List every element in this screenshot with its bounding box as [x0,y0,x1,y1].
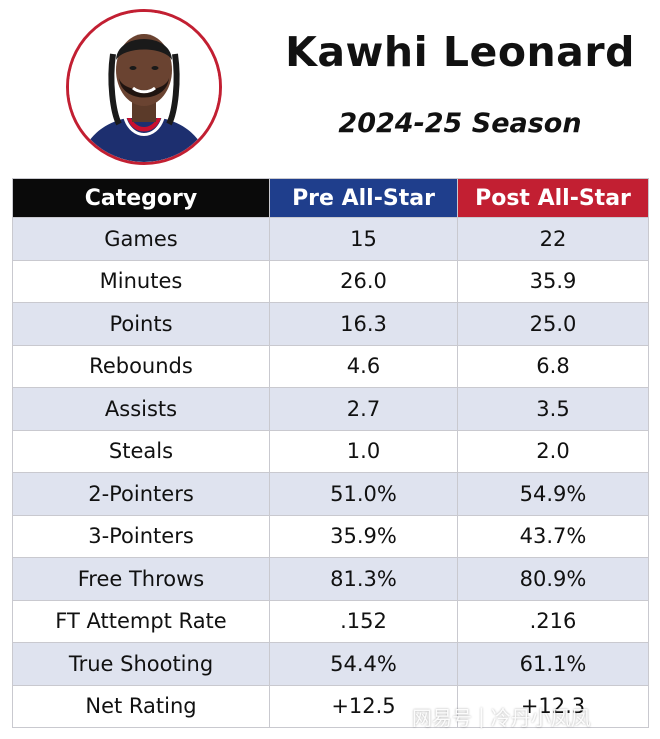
category-cell: Net Rating [12,684,270,728]
pre-value-cell: +12.5 [269,684,458,728]
pre-value-cell: 26.0 [269,259,458,303]
table-row: Minutes 26.0 35.9 [12,259,649,303]
table-row: Steals 1.0 2.0 [12,429,649,473]
pre-value-cell: 51.0% [269,472,458,516]
pre-value-cell: 81.3% [269,557,458,601]
category-cell: 2-Pointers [12,472,270,516]
header-post-all-star: Post All-Star [457,178,649,218]
table-row: Net Rating +12.5 +12.3 [12,684,649,728]
header-pre-all-star: Pre All-Star [269,178,458,218]
table-row: 2-Pointers 51.0% 54.9% [12,472,649,516]
table-row: 3-Pointers 35.9% 43.7% [12,514,649,558]
category-cell: True Shooting [12,642,270,686]
category-cell: FT Attempt Rate [12,599,270,643]
table-row: Free Throws 81.3% 80.9% [12,557,649,601]
table-row: True Shooting 54.4% 61.1% [12,642,649,686]
post-value-cell: 6.8 [457,344,649,388]
table-row: Points 16.3 25.0 [12,302,649,346]
pre-value-cell: 54.4% [269,642,458,686]
table-header-row: Category Pre All-Star Post All-Star [12,178,649,218]
category-cell: Points [12,302,270,346]
pre-value-cell: 16.3 [269,302,458,346]
category-cell: Minutes [12,259,270,303]
watermark-author: 冷丹小凤凤 [490,705,591,730]
player-avatar [66,9,222,165]
post-value-cell: 22 [457,217,649,261]
post-value-cell: 54.9% [457,472,649,516]
table-row: FT Attempt Rate .152 .216 [12,599,649,643]
post-value-cell: 80.9% [457,557,649,601]
header-category: Category [12,178,270,218]
season-label: 2024-25 Season [338,108,582,139]
watermark: 网易号 | 冷丹小凤凤 [412,700,652,732]
pre-value-cell: 35.9% [269,514,458,558]
pre-value-cell: 4.6 [269,344,458,388]
post-value-cell: +12.3 [457,684,649,728]
player-name: Kawhi Leonard [285,28,635,76]
post-value-cell: 3.5 [457,387,649,431]
pre-value-cell: 15 [269,217,458,261]
player-header: Kawhi Leonard 2024-25 Season [0,0,660,178]
pre-value-cell: 2.7 [269,387,458,431]
post-value-cell: 35.9 [457,259,649,303]
player-headshot-icon [69,12,219,162]
category-cell: Assists [12,387,270,431]
post-value-cell: 61.1% [457,642,649,686]
table-row: Games 15 22 [12,217,649,261]
table-row: Rebounds 4.6 6.8 [12,344,649,388]
post-value-cell: .216 [457,599,649,643]
post-value-cell: 43.7% [457,514,649,558]
category-cell: Free Throws [12,557,270,601]
watermark-site: 网易号 [412,705,472,730]
category-cell: Rebounds [12,344,270,388]
pre-value-cell: 1.0 [269,429,458,473]
post-value-cell: 2.0 [457,429,649,473]
category-cell: Steals [12,429,270,473]
pre-value-cell: .152 [269,599,458,643]
category-cell: Games [12,217,270,261]
table-row: Assists 2.7 3.5 [12,387,649,431]
watermark-separator: | [478,704,485,728]
stats-table: Category Pre All-Star Post All-Star Game… [12,178,649,728]
category-cell: 3-Pointers [12,514,270,558]
post-value-cell: 25.0 [457,302,649,346]
